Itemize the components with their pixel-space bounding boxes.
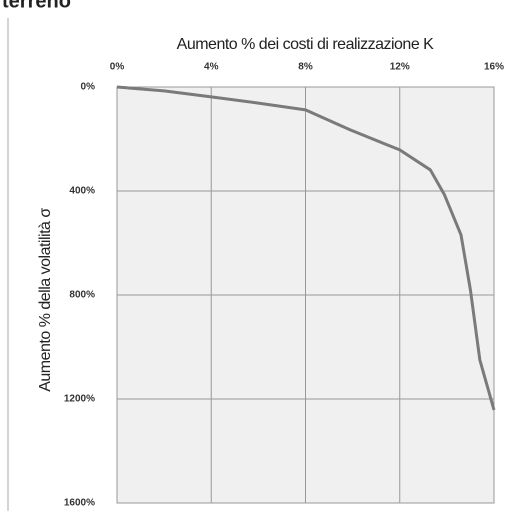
data-line	[116, 85, 496, 411]
y-tick-label: 1200%	[64, 394, 95, 405]
heading: terreno	[2, 0, 71, 12]
x-tick-label: 0%	[110, 62, 125, 73]
chart-title: Aumento % dei costi di realizzazione K	[177, 36, 435, 53]
x-tick-label: 12%	[390, 62, 410, 73]
y-tick-label: 800%	[69, 290, 95, 301]
x-tick-label: 8%	[298, 62, 313, 73]
x-tick-label: 16%	[484, 62, 504, 73]
y-tick-label: 0%	[81, 82, 96, 93]
x-tick-label: 4%	[204, 62, 219, 73]
y-axis-label: Aumento % della volatilità σ	[37, 208, 54, 392]
y-tick-label: 1600%	[64, 498, 95, 509]
y-tick-label: 400%	[69, 186, 95, 197]
